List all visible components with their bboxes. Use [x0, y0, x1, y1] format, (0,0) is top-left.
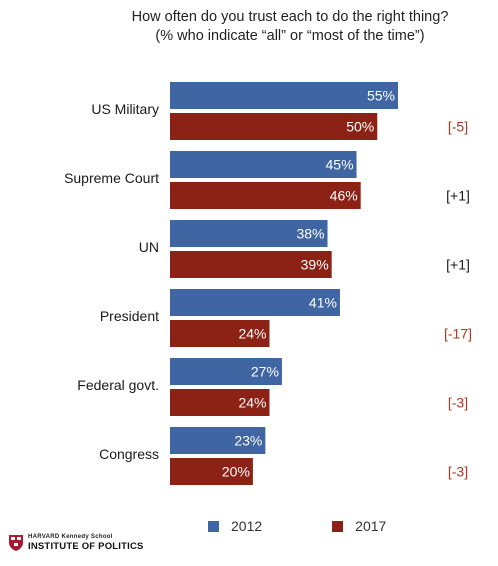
- bar-2012-un: [170, 220, 328, 247]
- chart-title: How often do you trust each to do the ri…: [131, 9, 449, 25]
- value-label-2017-federal-govt: 24%: [238, 395, 266, 411]
- category-label-congress: Congress: [99, 446, 159, 462]
- bar-2017-us-military: [170, 113, 378, 140]
- category-label-president: President: [100, 308, 159, 324]
- legend-label-2012: 2012: [231, 518, 263, 534]
- chart-subtitle: (% who indicate “all” or “most of the ti…: [155, 28, 425, 44]
- value-label-2012-federal-govt: 27%: [251, 364, 279, 380]
- change-label-congress: [-3]: [448, 464, 468, 480]
- harvard-iop-logo: HARVARD Kennedy School INSTITUTE OF POLI…: [8, 534, 144, 552]
- harvard-shield-icon: [9, 535, 23, 551]
- bar-2017-supreme-court: [170, 182, 361, 209]
- change-label-president: [-17]: [444, 326, 472, 342]
- logo-top-text: HARVARD Kennedy School: [28, 534, 113, 541]
- bar-2012-federal-govt: [170, 358, 282, 385]
- value-label-2017-un: 39%: [301, 257, 329, 273]
- legend-swatch-2012: [208, 520, 219, 532]
- legend-item-2012: 2012: [208, 518, 262, 534]
- bar-2012-us-military: [170, 82, 398, 109]
- change-label-supreme-court: [+1]: [446, 188, 470, 204]
- legend-item-2017: 2017: [332, 518, 386, 534]
- category-label-federal-govt: Federal govt.: [77, 377, 159, 393]
- value-label-2012-us-military: 55%: [367, 88, 395, 104]
- bar-2017-un: [170, 251, 332, 278]
- value-label-2012-president: 41%: [309, 295, 337, 311]
- value-label-2012-supreme-court: 45%: [326, 157, 354, 173]
- value-label-2017-us-military: 50%: [346, 119, 374, 135]
- bar-2017-president: [170, 320, 270, 347]
- bar-2012-president: [170, 289, 340, 316]
- bar-2012-congress: [170, 427, 266, 454]
- bar-2017-federal-govt: [170, 389, 270, 416]
- value-label-2012-un: 38%: [296, 226, 324, 242]
- value-label-2012-congress: 23%: [234, 433, 262, 449]
- change-label-us-military: [-5]: [448, 119, 468, 135]
- logo-bottom-text: INSTITUTE OF POLITICS: [28, 541, 144, 553]
- value-label-2017-supreme-court: 46%: [330, 188, 358, 204]
- bar-2017-congress: [170, 458, 253, 485]
- category-label-us-military: US Military: [91, 101, 159, 117]
- value-label-2017-president: 24%: [238, 326, 266, 342]
- change-label-federal-govt: [-3]: [448, 395, 468, 411]
- legend-label-2017: 2017: [355, 518, 387, 534]
- legend-swatch-2017: [332, 520, 344, 532]
- category-label-un: UN: [139, 239, 159, 255]
- value-label-2017-congress: 20%: [222, 464, 250, 480]
- change-label-un: [+1]: [446, 257, 470, 273]
- legend: 2012 2017: [208, 518, 456, 534]
- category-label-supreme-court: Supreme Court: [64, 170, 159, 186]
- bar-2012-supreme-court: [170, 151, 357, 178]
